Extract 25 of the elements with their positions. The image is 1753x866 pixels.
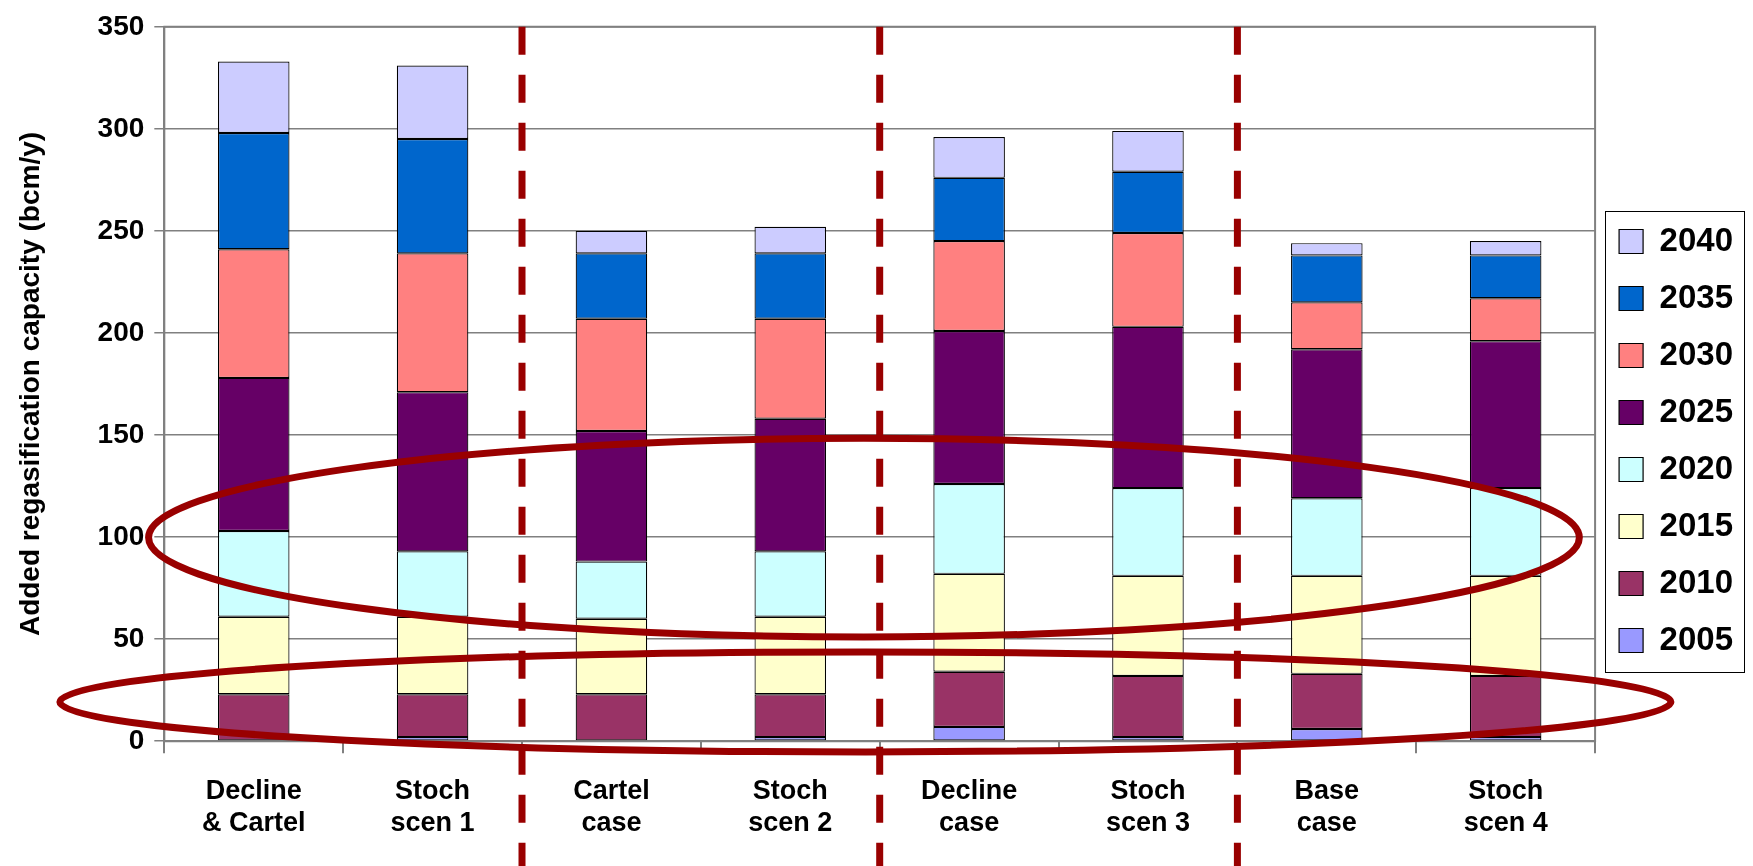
y-tick-label: 300 (97, 111, 145, 143)
legend-label: 2020 (1659, 448, 1734, 486)
legend-label: 2015 (1659, 505, 1734, 543)
y-tick-label: 0 (128, 723, 145, 755)
legend-label: 2010 (1659, 562, 1734, 600)
y-tick-label: 350 (97, 9, 145, 41)
y-tick-label: 250 (97, 213, 145, 245)
x-tick-label: Cartel case (573, 774, 650, 838)
legend-label: 2035 (1659, 277, 1734, 315)
x-tick-label: Stoch scen 3 (1105, 774, 1190, 838)
x-tick-label: Decline & Cartel (201, 774, 306, 838)
y-tick-label: 150 (97, 417, 145, 449)
y-axis-title: Added regasification capacity (bcm/y) (13, 131, 45, 637)
x-tick-label: Base case (1294, 774, 1360, 838)
legend-label: 2030 (1659, 334, 1734, 372)
legend-label: 2040 (1659, 220, 1734, 258)
legend-label: 2005 (1659, 619, 1734, 657)
x-tick-label: Stoch scen 4 (1463, 774, 1548, 838)
x-tick-label: Stoch scen 2 (748, 774, 833, 838)
legend-label: 2025 (1659, 391, 1734, 429)
x-tick-label: Stoch scen 1 (390, 774, 475, 838)
x-tick-label: Decline case (921, 774, 1018, 838)
y-tick-label: 100 (97, 519, 145, 551)
y-tick-label: 200 (97, 315, 145, 347)
y-tick-label: 50 (113, 621, 145, 653)
